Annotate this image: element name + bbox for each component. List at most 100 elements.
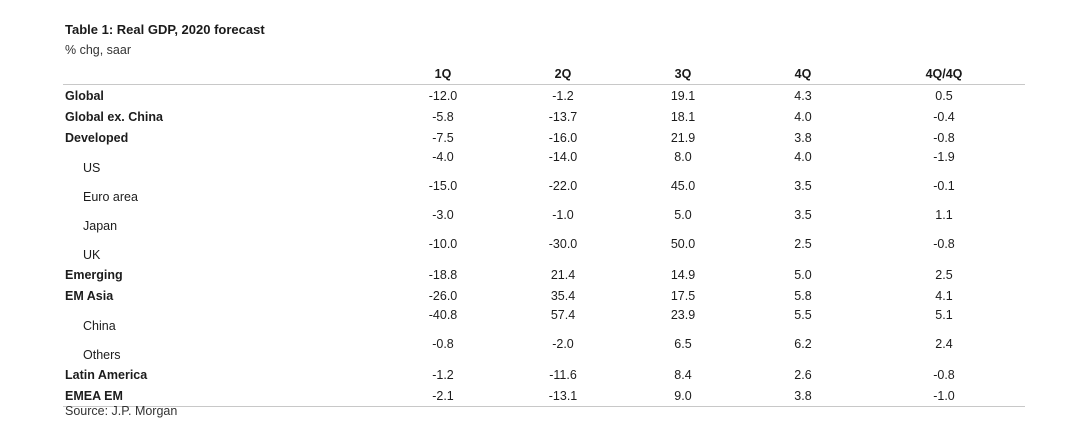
cell-value: -0.8 xyxy=(933,367,955,382)
cell-value: -12.0 xyxy=(428,88,458,103)
cell-value: -7.5 xyxy=(432,130,454,145)
cell-value: 2.5 xyxy=(935,267,953,282)
cell-value: -3.0 xyxy=(432,208,454,222)
cell-value: -10.0 xyxy=(428,237,458,251)
cell-value: 21.9 xyxy=(670,130,696,145)
cell-value: -18.8 xyxy=(428,267,458,282)
column-header-label xyxy=(63,63,383,85)
source-note: Source: J.P. Morgan xyxy=(65,404,178,418)
cell-value: 57.4 xyxy=(550,308,576,322)
column-header-3q: 3Q xyxy=(674,66,692,81)
row-label: UK xyxy=(83,248,101,262)
cell-value: -2.0 xyxy=(552,337,574,351)
cell-value: 8.4 xyxy=(674,367,692,382)
cell-value: -16.0 xyxy=(548,130,578,145)
cell-value: -1.2 xyxy=(432,367,454,382)
cell-value: -13.1 xyxy=(548,388,578,403)
table-row: Japan -3.0 -1.0 5.0 3.5 1.1 xyxy=(63,206,1025,235)
cell-value: -0.8 xyxy=(933,237,955,251)
row-label: China xyxy=(83,319,116,333)
row-label: Global xyxy=(65,88,104,103)
cell-value: 5.0 xyxy=(674,208,692,222)
row-label: US xyxy=(83,161,101,175)
table-row: Developed -7.5 -16.0 21.9 3.8 -0.8 xyxy=(63,127,1025,148)
column-header-1q: 1Q xyxy=(434,66,452,81)
cell-value: 21.4 xyxy=(550,267,576,282)
cell-value: -22.0 xyxy=(548,179,578,193)
table-row: Others -0.8 -2.0 6.5 6.2 2.4 xyxy=(63,335,1025,364)
row-label: Latin America xyxy=(65,367,148,382)
cell-value: -0.8 xyxy=(432,337,454,351)
cell-value: 5.5 xyxy=(794,308,812,322)
row-label: Emerging xyxy=(65,267,123,282)
row-label: Developed xyxy=(65,130,129,145)
cell-value: -2.1 xyxy=(432,388,454,403)
column-header-4q-4q: 4Q/4Q xyxy=(925,66,963,81)
cell-value: 6.2 xyxy=(794,337,812,351)
cell-value: 3.5 xyxy=(794,179,812,193)
cell-value: 19.1 xyxy=(670,88,696,103)
cell-value: 23.9 xyxy=(670,308,696,322)
table-row: EMEA EM -2.1 -13.1 9.0 3.8 -1.0 xyxy=(63,385,1025,407)
table-title: Table 1: Real GDP, 2020 forecast xyxy=(65,22,265,37)
cell-value: 2.6 xyxy=(794,367,812,382)
cell-value: -0.1 xyxy=(933,179,955,193)
cell-value: 4.1 xyxy=(935,288,953,303)
cell-value: 0.5 xyxy=(935,88,953,103)
cell-value: -14.0 xyxy=(548,150,578,164)
cell-value: 6.5 xyxy=(674,337,692,351)
cell-value: 45.0 xyxy=(670,179,696,193)
cell-value: 35.4 xyxy=(550,288,576,303)
cell-value: 17.5 xyxy=(670,288,696,303)
cell-value: -1.0 xyxy=(933,388,955,403)
cell-value: 9.0 xyxy=(674,388,692,403)
row-label: Euro area xyxy=(83,190,138,204)
row-label: Others xyxy=(83,348,121,362)
cell-value: 5.1 xyxy=(935,308,953,322)
table-row: EM Asia -26.0 35.4 17.5 5.8 4.1 xyxy=(63,285,1025,306)
table-row: Emerging -18.8 21.4 14.9 5.0 2.5 xyxy=(63,264,1025,285)
cell-value: 1.1 xyxy=(935,208,953,222)
row-label: EMEA EM xyxy=(65,388,123,403)
cell-value: -0.4 xyxy=(933,109,955,124)
cell-value: -1.9 xyxy=(933,150,955,164)
table-row: Latin America -1.2 -11.6 8.4 2.6 -0.8 xyxy=(63,364,1025,385)
cell-value: 4.0 xyxy=(794,109,812,124)
table-row: US -4.0 -14.0 8.0 4.0 -1.9 xyxy=(63,148,1025,177)
cell-value: 14.9 xyxy=(670,267,696,282)
cell-value: -15.0 xyxy=(428,179,458,193)
cell-value: 2.4 xyxy=(935,337,953,351)
cell-value: -13.7 xyxy=(548,109,578,124)
cell-value: -11.6 xyxy=(549,367,577,382)
cell-value: 3.8 xyxy=(794,388,812,403)
cell-value: -26.0 xyxy=(428,288,458,303)
cell-value: -1.0 xyxy=(552,208,574,222)
table-row: UK -10.0 -30.0 50.0 2.5 -0.8 xyxy=(63,235,1025,264)
cell-value: -40.8 xyxy=(428,308,458,322)
cell-value: -30.0 xyxy=(548,237,578,251)
cell-value: 5.0 xyxy=(794,267,812,282)
table-row: Global -12.0 -1.2 19.1 4.3 0.5 xyxy=(63,85,1025,107)
table-row: China -40.8 57.4 23.9 5.5 5.1 xyxy=(63,306,1025,335)
table-row: Euro area -15.0 -22.0 45.0 3.5 -0.1 xyxy=(63,177,1025,206)
table-row: Global ex. China -5.8 -13.7 18.1 4.0 -0.… xyxy=(63,106,1025,127)
cell-value: 3.8 xyxy=(794,130,812,145)
column-header-2q: 2Q xyxy=(554,66,572,81)
column-header-4q: 4Q xyxy=(794,66,812,81)
table-subtitle: % chg, saar xyxy=(65,43,132,57)
row-label: Global ex. China xyxy=(65,109,163,124)
cell-value: 4.3 xyxy=(794,88,812,103)
cell-value: 4.0 xyxy=(794,150,812,164)
cell-value: 18.1 xyxy=(670,109,696,124)
cell-value: 3.5 xyxy=(794,208,812,222)
cell-value: -4.0 xyxy=(432,150,454,164)
table-header-row: 1Q 2Q 3Q 4Q 4Q/4Q xyxy=(63,63,1025,85)
gdp-forecast-table: 1Q 2Q 3Q 4Q 4Q/4Q Global -12.0 -1.2 19.1… xyxy=(63,63,1025,407)
row-label: Japan xyxy=(83,219,118,233)
cell-value: 2.5 xyxy=(794,237,812,251)
cell-value: -1.2 xyxy=(552,88,574,103)
cell-value: 5.8 xyxy=(794,288,812,303)
cell-value: 8.0 xyxy=(674,150,692,164)
cell-value: 50.0 xyxy=(670,237,696,251)
cell-value: -0.8 xyxy=(933,130,955,145)
